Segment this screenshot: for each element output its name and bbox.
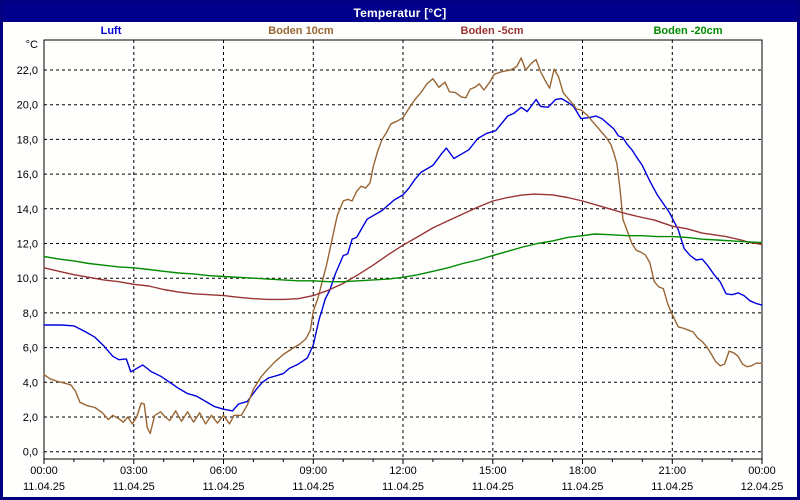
x-tick-time-label: 06:00 [210, 465, 238, 477]
x-tick-time-label: 12:00 [389, 465, 417, 477]
x-tick-time-label: 21:00 [659, 465, 687, 477]
title-bar: Temperatur [°C] [3, 3, 797, 22]
x-tick-time-label: 15:00 [479, 465, 507, 477]
x-tick-time-label: 00:00 [30, 465, 58, 477]
y-tick-label: 12,0 [17, 239, 38, 251]
y-tick-label: 14,0 [17, 204, 38, 216]
x-tick-time-label: 18:00 [569, 465, 597, 477]
legend-item-luft: Luft [100, 25, 122, 37]
x-tick-time-label: 03:00 [120, 465, 148, 477]
y-tick-label: 22,0 [17, 65, 38, 77]
series-boden20 [43, 233, 763, 283]
y-tick-label: 2,0 [23, 412, 38, 424]
y-tick-label: 16,0 [17, 169, 38, 181]
y-tick-label: 20,0 [17, 100, 38, 112]
x-tick-time-label: 09:00 [300, 465, 328, 477]
window-title: Temperatur [°C] [353, 5, 447, 20]
y-tick-label: 10,0 [17, 273, 38, 285]
y-tick-label: 8,0 [23, 308, 38, 320]
x-tick-date-label: 11.04.25 [113, 481, 155, 493]
legend-item-boden10: Boden 10cm [268, 25, 334, 37]
x-tick-date-label: 12.04.25 [741, 481, 784, 493]
x-tick-date-label: 11.04.25 [202, 481, 244, 493]
x-tick-date-label: 11.04.25 [472, 481, 514, 493]
x-tick-date-label: 11.04.25 [382, 481, 424, 493]
x-tick-date-label: 11.04.25 [651, 481, 693, 493]
y-tick-label: 6,0 [23, 343, 38, 355]
series-boden5 [43, 193, 763, 301]
series-boden10 [43, 57, 763, 435]
plot-area: 0,0 2,0 4,0 6,0 8,0 10,0 12,0 14,0 16,0 18,0 20,0 2… [17, 39, 784, 493]
series-luft [43, 97, 763, 412]
x-tick-date-label: 11.04.25 [23, 481, 65, 493]
y-tick-label: 0,0 [23, 447, 38, 459]
legend-item-boden5: Boden -5cm [460, 25, 524, 37]
legend-item-boden20: Boden -20cm [653, 25, 723, 37]
y-tick-label: 4,0 [23, 377, 38, 389]
x-tick-date-label: 11.04.25 [561, 481, 603, 493]
chart-legend: Luft Boden 10cm Boden -5cm Boden -20cm [3, 25, 797, 41]
y-tick-label: 18,0 [17, 134, 38, 146]
y-axis-unit-label: °C [26, 39, 38, 51]
x-tick-date-label: 11.04.25 [292, 481, 334, 493]
x-tick-time-label: 00:00 [748, 465, 776, 477]
